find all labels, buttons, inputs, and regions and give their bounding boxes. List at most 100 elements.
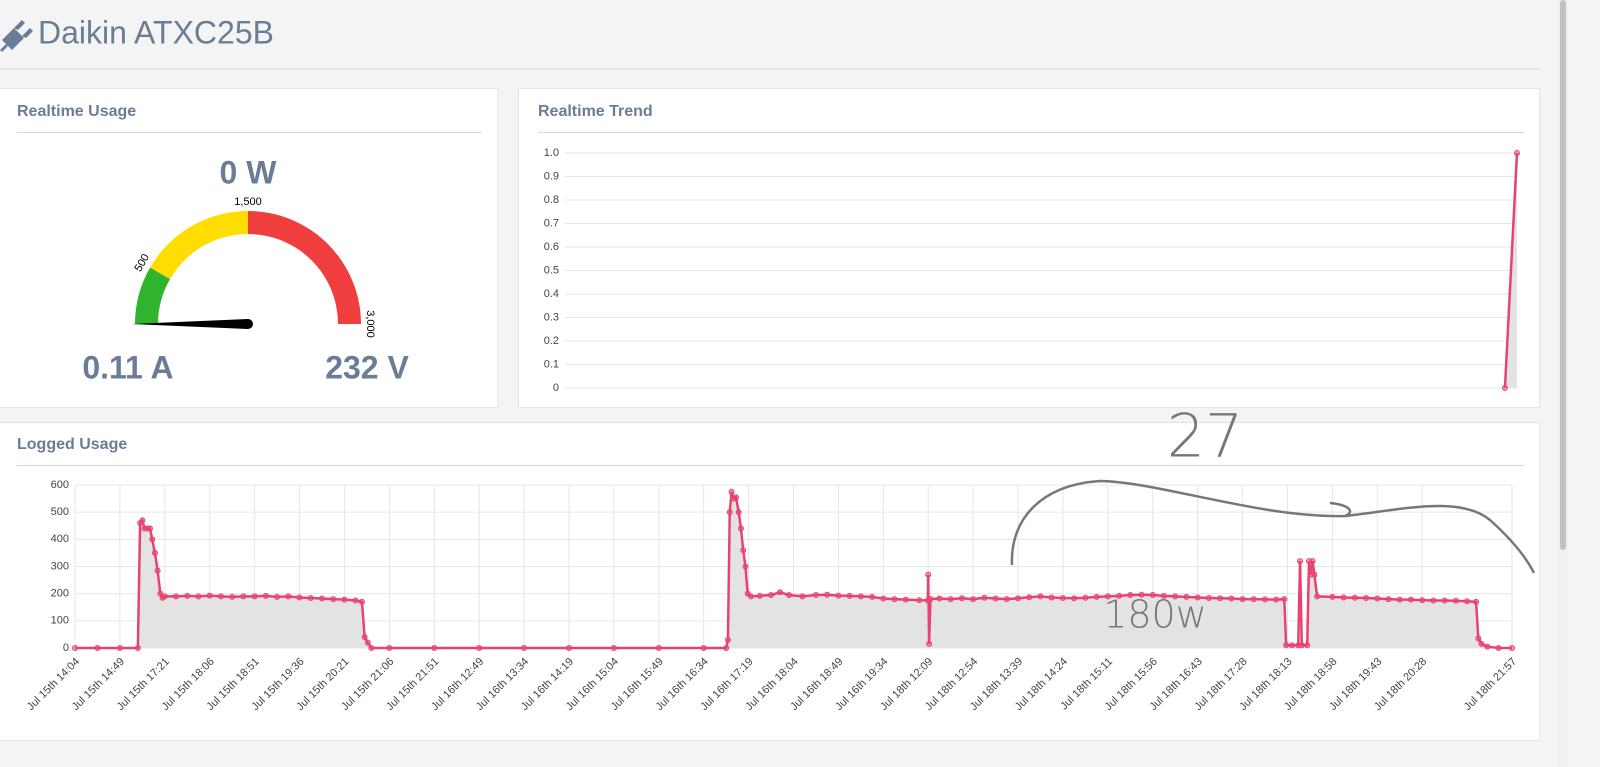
gauge-tick-label: 1,500 — [234, 196, 262, 208]
point — [1407, 596, 1414, 603]
y-tick-label: 1.0 — [544, 147, 559, 159]
point — [139, 517, 146, 524]
point — [431, 645, 438, 651]
y-tick-label: 0.6 — [544, 241, 559, 253]
point — [94, 645, 101, 651]
panel — [0, 422, 1541, 741]
point — [116, 645, 123, 651]
point — [891, 596, 898, 603]
point — [1385, 596, 1392, 603]
scrollbar-thumb[interactable] — [1560, 0, 1566, 550]
point — [700, 645, 707, 651]
point — [195, 593, 202, 600]
point — [173, 593, 180, 600]
point — [184, 592, 191, 599]
point — [1172, 593, 1179, 600]
y-tick-label: 0.7 — [544, 217, 559, 229]
point — [368, 645, 375, 651]
point — [735, 509, 742, 516]
point — [1228, 595, 1235, 602]
y-tick-label: 0 — [63, 642, 69, 654]
point — [1311, 571, 1318, 578]
point — [1183, 593, 1190, 600]
point — [756, 592, 763, 599]
y-tick-label: 0.8 — [544, 194, 559, 206]
point — [936, 595, 943, 602]
point — [925, 571, 932, 578]
point — [857, 593, 864, 600]
point — [1501, 385, 1508, 391]
y-tick-label: 0.9 — [544, 170, 559, 182]
point — [1048, 594, 1055, 601]
point — [1329, 593, 1336, 600]
point — [655, 645, 662, 651]
point — [1475, 635, 1482, 642]
point — [296, 594, 303, 601]
point — [1127, 592, 1134, 599]
point — [1281, 596, 1288, 603]
point — [846, 592, 853, 599]
point — [1194, 594, 1201, 601]
point — [1464, 598, 1471, 605]
point — [1340, 594, 1347, 601]
point — [1283, 642, 1290, 649]
point — [217, 593, 224, 600]
point — [1297, 558, 1304, 565]
point — [747, 593, 754, 600]
point — [1250, 596, 1257, 603]
point — [318, 595, 325, 602]
point — [134, 645, 141, 651]
point — [72, 645, 78, 651]
point — [740, 547, 747, 554]
point — [1104, 593, 1111, 600]
panel — [518, 88, 1540, 408]
point — [812, 592, 819, 599]
voltage-readout: 232 V — [325, 349, 409, 385]
point — [1273, 596, 1280, 603]
point — [1509, 645, 1515, 651]
point — [1495, 645, 1502, 651]
point — [1116, 592, 1123, 599]
gauge-value: 0 W — [220, 154, 278, 190]
point — [1298, 642, 1305, 649]
point — [1149, 592, 1156, 599]
panel-title: Realtime Trend — [538, 103, 653, 120]
y-tick-label: 500 — [51, 506, 69, 518]
point — [1205, 595, 1212, 602]
point — [970, 596, 977, 603]
panel-title: Logged Usage — [17, 436, 127, 453]
page-title: Daikin ATXC25B — [38, 14, 274, 50]
point — [149, 536, 156, 543]
point — [869, 593, 876, 600]
handwritten-arrow — [1010, 479, 1536, 574]
point — [1138, 591, 1145, 598]
point — [330, 596, 337, 603]
point — [733, 494, 740, 501]
point — [723, 645, 730, 651]
point — [880, 595, 887, 602]
point — [364, 639, 371, 646]
point — [386, 645, 393, 651]
point — [361, 634, 368, 641]
point — [1288, 642, 1295, 649]
point — [1304, 642, 1311, 649]
point — [274, 593, 281, 600]
panel-title: Realtime Usage — [17, 103, 136, 120]
point — [1026, 594, 1033, 601]
point — [927, 596, 934, 603]
gauge-band — [135, 267, 171, 324]
point — [161, 593, 168, 600]
point — [1309, 558, 1316, 565]
point — [1160, 592, 1167, 599]
y-tick-label: 100 — [51, 615, 69, 627]
point — [1441, 597, 1448, 604]
point — [1037, 593, 1044, 600]
point — [742, 563, 749, 570]
point — [1314, 593, 1321, 600]
y-tick-label: 0.3 — [544, 311, 559, 323]
y-tick-label: 200 — [51, 588, 69, 600]
gauge-hub — [243, 319, 253, 329]
point — [1484, 643, 1491, 650]
point — [285, 593, 292, 600]
